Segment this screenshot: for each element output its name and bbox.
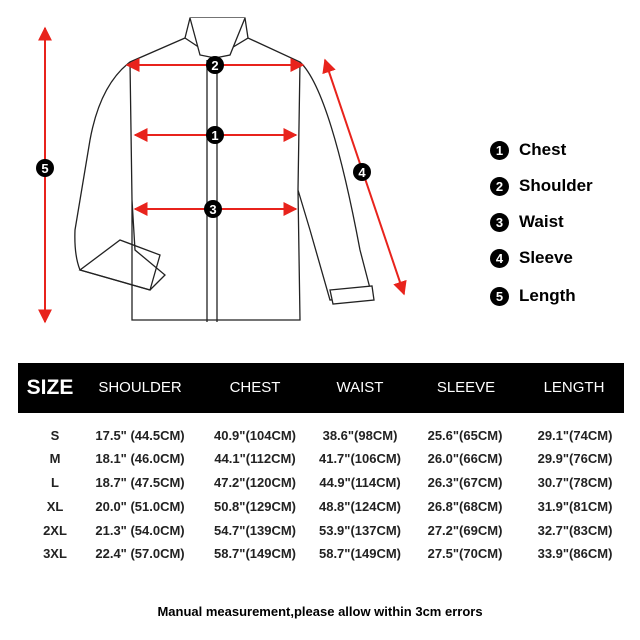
marker-chest: 1 — [206, 126, 224, 144]
marker-length: 5 — [36, 159, 54, 177]
measurement-cell: 41.7"(106CM) — [318, 451, 402, 466]
measurement-cell: 22.4" (57.0CM) — [95, 546, 185, 561]
marker-sleeve: 4 — [353, 163, 371, 181]
measurement-cell: 44.1"(112CM) — [214, 451, 296, 466]
measurement-cell: 27.2"(69CM) — [427, 523, 503, 538]
number-badge: 1 — [490, 140, 509, 160]
table-row: S 17.5" (44.5CM) 40.9"(104CM) 38.6"(98CM) 25… — [0, 428, 640, 448]
marker-waist: 3 — [204, 200, 222, 218]
legend-label: Waist — [519, 212, 564, 231]
table-header: SIZE SHOULDER CHEST WAIST SLEEVE LENGTH — [18, 363, 624, 413]
measurement-cell: 40.9"(104CM) — [213, 428, 297, 443]
size-cell: XL — [46, 499, 64, 514]
measurement-cell: 29.9"(76CM) — [537, 451, 613, 466]
legend-label: Chest — [519, 140, 567, 159]
measurement-cell: 50.8"(129CM) — [213, 499, 297, 514]
measurement-cell: 26.0"(66CM) — [427, 451, 503, 466]
table-row: M 18.1" (46.0CM) 44.1"(112CM) 41.7"(106CM) 2… — [0, 451, 640, 471]
size-cell: L — [51, 475, 59, 490]
legend-chest: 1 Chest — [490, 140, 566, 160]
header-sleeve: SLEEVE — [436, 379, 496, 396]
svg-text:1: 1 — [211, 128, 218, 143]
number-badge: 2 — [490, 176, 509, 196]
measurement-cell: 26.8"(68CM) — [427, 499, 503, 514]
header-shoulder: SHOULDER — [98, 379, 182, 396]
table-row: L 18.7" (47.5CM) 47.2"(120CM) 44.9"(114CM) 2… — [0, 475, 640, 495]
measurement-note: Manual measurement,please allow within 3… — [157, 604, 483, 619]
svg-text:4: 4 — [358, 165, 366, 180]
size-cell: M — [49, 451, 61, 466]
table-row: 2XL 21.3" (54.0CM) 54.7"(139CM) 53.9"(137CM… — [0, 523, 640, 543]
marker-shoulder: 2 — [206, 56, 224, 74]
legend-length: 5 Length — [490, 286, 576, 306]
measurement-cell: 18.7" (47.5CM) — [95, 475, 185, 490]
shirt-outline — [74, 17, 375, 322]
measurement-cell: 27.5"(70CM) — [427, 546, 503, 561]
svg-text:3: 3 — [209, 202, 216, 217]
measurement-cell: 48.8"(124CM) — [318, 499, 402, 514]
header-size: SIZE — [26, 376, 74, 399]
header-waist: WAIST — [336, 379, 384, 396]
measurement-cell: 38.6"(98CM) — [322, 428, 398, 443]
number-badge: 3 — [490, 212, 509, 232]
measurement-cell: 53.9"(137CM) — [318, 523, 402, 538]
measurement-cell: 32.7"(83CM) — [537, 523, 613, 538]
legend-sleeve: 4 Sleeve — [490, 248, 573, 268]
table-row: XL 20.0" (51.0CM) 50.8"(129CM) 48.8"(124CM)… — [0, 499, 640, 519]
measurement-cell: 47.2"(120CM) — [213, 475, 297, 490]
legend-label: Shoulder — [519, 176, 593, 195]
legend-label: Length — [519, 286, 576, 305]
measurement-cell: 44.9"(114CM) — [319, 475, 401, 490]
measurement-cell: 54.7"(139CM) — [213, 523, 297, 538]
measurement-cell: 26.3"(67CM) — [427, 475, 503, 490]
measurement-cell: 20.0" (51.0CM) — [95, 499, 185, 514]
size-cell: S — [50, 428, 60, 443]
size-cell: 3XL — [43, 546, 67, 561]
svg-text:2: 2 — [211, 58, 218, 73]
size-cell: 2XL — [43, 523, 67, 538]
shirt-diagram: 1 2 3 4 5 — [36, 17, 407, 324]
measurement-cell: 33.9"(86CM) — [537, 546, 613, 561]
measurement-cell: 17.5" (44.5CM) — [95, 428, 185, 443]
measurement-cell: 30.7"(78CM) — [537, 475, 613, 490]
legend-shoulder: 2 Shoulder — [490, 176, 593, 196]
measurement-cell: 21.3" (54.0CM) — [95, 523, 185, 538]
legend-waist: 3 Waist — [490, 212, 564, 232]
measurement-cell: 29.1"(74CM) — [537, 428, 613, 443]
measurement-cell: 31.9"(81CM) — [537, 499, 613, 514]
diagram-markers: 1 2 3 4 5 — [36, 56, 371, 218]
table-row: 3XL 22.4" (57.0CM) 58.7"(149CM) 58.7"(149CM… — [0, 546, 640, 566]
number-badge: 5 — [490, 286, 509, 306]
header-chest: CHEST — [229, 379, 281, 396]
number-badge: 4 — [490, 248, 509, 268]
header-length: LENGTH — [543, 379, 605, 396]
measurement-cell: 58.7"(149CM) — [318, 546, 402, 561]
svg-text:5: 5 — [41, 161, 48, 176]
measurement-cell: 18.1" (46.0CM) — [95, 451, 185, 466]
legend-label: Sleeve — [519, 248, 573, 267]
measurement-cell: 58.7"(149CM) — [213, 546, 297, 561]
measurement-cell: 25.6"(65CM) — [427, 428, 503, 443]
